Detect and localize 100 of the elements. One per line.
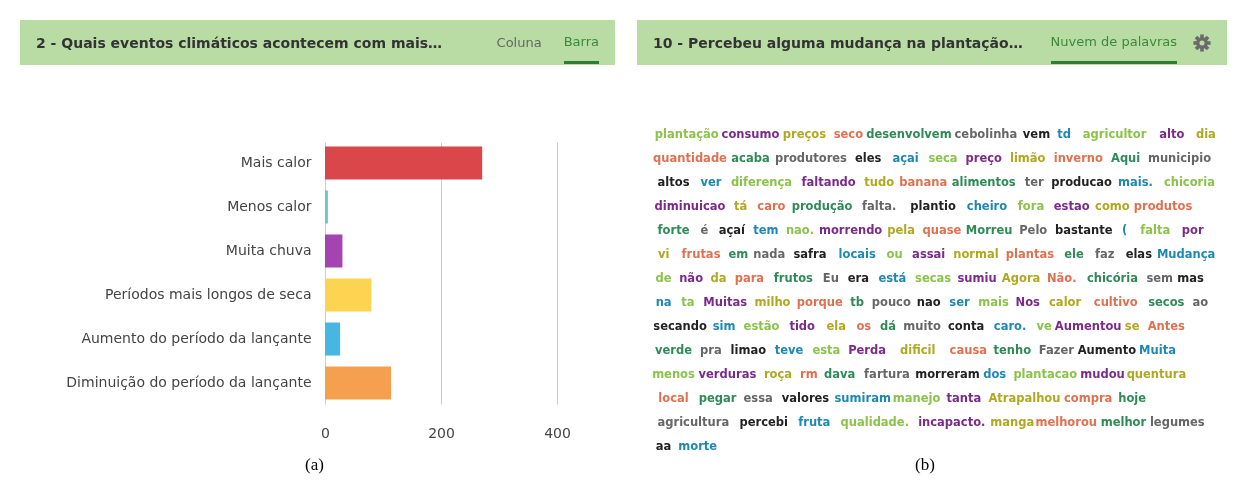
text: Perda	[848, 343, 887, 357]
text: tido	[789, 319, 816, 333]
text: sim	[712, 319, 736, 333]
text: local	[658, 391, 689, 405]
text: plantação	[654, 127, 719, 141]
text: ela	[826, 319, 847, 333]
text: fora	[1017, 199, 1045, 213]
text: tb	[850, 295, 865, 309]
text: incapacto.	[918, 415, 986, 429]
text: seco	[833, 127, 864, 141]
text: vi	[657, 247, 670, 261]
text: está	[878, 271, 907, 285]
y-tick-label: Muita chuva	[225, 241, 312, 258]
text: Antes	[1147, 319, 1186, 333]
text: Mudança	[1156, 247, 1216, 261]
text: tanta	[946, 391, 982, 405]
text: plantio	[910, 199, 956, 213]
text: causa	[949, 343, 987, 357]
text: verduras	[698, 367, 757, 381]
text: quantidade	[653, 151, 728, 165]
text: nada	[753, 247, 786, 261]
text: preço	[965, 151, 1003, 165]
text: elas	[1125, 247, 1153, 261]
text: calor	[1049, 295, 1082, 309]
text: quase	[922, 223, 962, 237]
text: 10 - Percebeu alguma mudança na plantação…	[653, 34, 1024, 51]
text: secando	[653, 319, 707, 333]
text: agricultura	[657, 415, 730, 429]
text: eles	[855, 151, 882, 165]
x-tick-label: 400	[544, 424, 571, 441]
text: faltando	[801, 175, 856, 189]
text: na	[655, 295, 672, 309]
text: ele	[1064, 247, 1084, 261]
text: legumes	[1149, 415, 1205, 429]
bar	[325, 366, 392, 400]
text: morreram	[915, 367, 980, 381]
text: plantacao	[1013, 367, 1078, 381]
text: alimentos	[951, 175, 1016, 189]
text: teve	[774, 343, 804, 357]
text: chicoria	[1163, 175, 1215, 189]
text: verde	[655, 343, 693, 357]
text: como	[1095, 199, 1130, 213]
text: caro.	[993, 319, 1027, 333]
text: esta	[812, 343, 841, 357]
text: fartura	[864, 367, 910, 381]
text: normal	[953, 247, 999, 261]
text: compra	[1064, 391, 1113, 405]
text: Atrapalhou	[988, 391, 1061, 405]
text: manejo	[892, 391, 941, 405]
text: falta.	[862, 199, 897, 213]
text: qualidade.	[840, 415, 910, 429]
text: chicória	[1086, 271, 1138, 285]
text: milho	[754, 295, 791, 309]
text: caro	[757, 199, 786, 213]
text: sumiram	[834, 391, 891, 405]
text: Nuvem de palavras	[1050, 21, 1177, 64]
text: tem	[753, 223, 779, 237]
text: diminuicao	[654, 199, 726, 213]
text: menos	[652, 367, 696, 381]
text: ter	[1024, 175, 1045, 189]
y-tick-label: Menos calor	[227, 197, 312, 214]
text: ou	[886, 247, 903, 261]
y-tick-label: Diminuição do período da lançante	[66, 374, 312, 391]
text: falta	[1140, 223, 1171, 237]
text: forte	[657, 223, 690, 237]
text: limao	[730, 343, 767, 357]
text: nao	[916, 295, 941, 309]
text: da	[710, 271, 727, 285]
y-tick-label: Aumento do período da lançante	[81, 330, 312, 347]
text: tá	[733, 199, 748, 213]
text: secos	[1148, 295, 1185, 309]
text: ao	[1192, 295, 1209, 309]
text: cultivo	[1093, 295, 1138, 309]
text: hoje	[1118, 391, 1147, 405]
text: melhor	[1100, 415, 1147, 429]
text: Barra	[563, 21, 599, 64]
text: era	[847, 271, 869, 285]
text: bastante	[1055, 223, 1113, 237]
text: morrendo	[818, 223, 883, 237]
text: Morreu	[965, 223, 1013, 237]
text: (	[1121, 223, 1128, 237]
text: frutas	[681, 247, 721, 261]
text: açai	[892, 151, 919, 165]
text: para	[734, 271, 765, 285]
text: diferença	[730, 175, 793, 189]
text: se	[1124, 319, 1140, 333]
text: tenho	[993, 343, 1032, 357]
text: dos	[983, 367, 1007, 381]
bar	[325, 278, 372, 312]
text: dava	[823, 367, 856, 381]
text: pegar	[698, 391, 737, 405]
text: plantas	[1005, 247, 1055, 261]
text: morte	[678, 439, 718, 453]
text: Muita	[1139, 343, 1176, 357]
text: mudou	[1080, 367, 1125, 381]
text: limão	[1009, 151, 1046, 165]
text: produtos	[1133, 199, 1193, 213]
text: essa	[743, 391, 773, 405]
text: Aqui	[1110, 151, 1141, 165]
text: pela	[887, 223, 916, 237]
